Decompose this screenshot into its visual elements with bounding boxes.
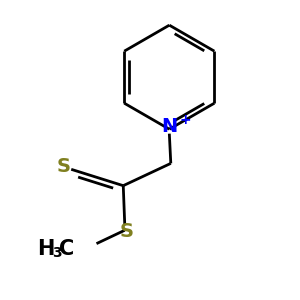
Text: S: S <box>119 222 133 241</box>
Text: S: S <box>57 158 71 176</box>
Text: +: + <box>180 113 191 127</box>
Text: H: H <box>37 239 54 259</box>
Text: N: N <box>161 117 177 136</box>
Text: C: C <box>59 239 74 259</box>
Text: 3: 3 <box>52 245 62 260</box>
